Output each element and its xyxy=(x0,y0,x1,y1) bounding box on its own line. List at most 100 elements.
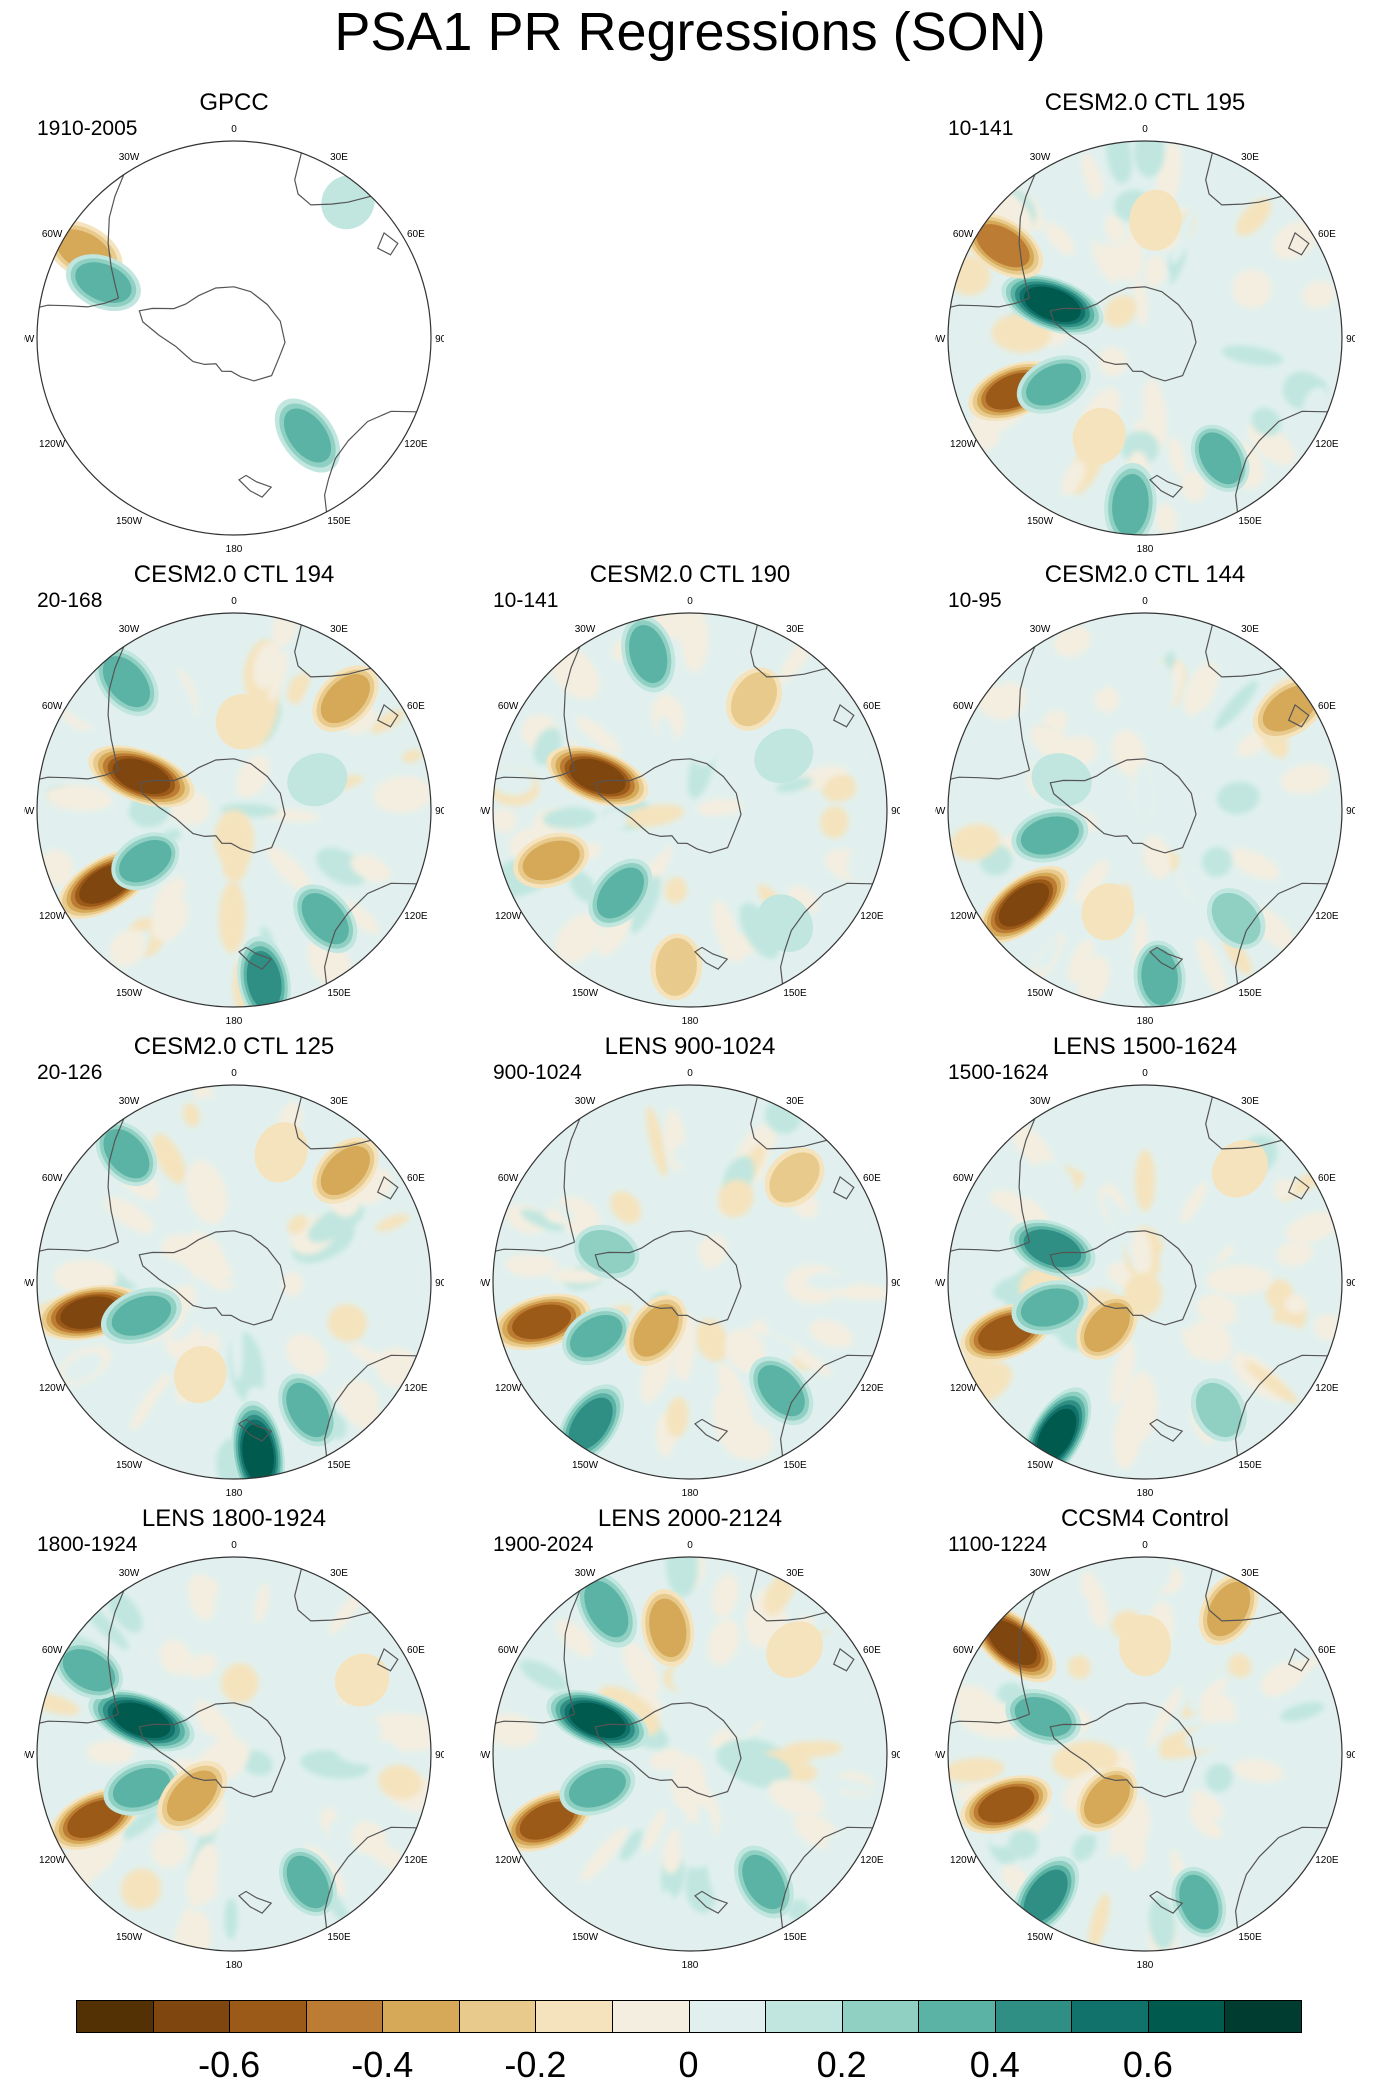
field-patch xyxy=(346,1379,379,1411)
anomaly-contour xyxy=(998,882,1050,927)
longitude-label: 0 xyxy=(1142,1540,1148,1551)
field-patch xyxy=(375,1213,410,1232)
field-patch xyxy=(218,881,246,954)
anomaly-contour xyxy=(629,625,668,683)
field-patch xyxy=(1214,680,1258,730)
longitude-label: 30W xyxy=(119,1568,140,1579)
field-patch xyxy=(350,854,391,882)
field-patch xyxy=(855,1332,878,1350)
longitude-label: 60E xyxy=(407,1645,425,1656)
field-patch xyxy=(543,807,597,829)
field-patch xyxy=(1180,1182,1208,1223)
field-patch xyxy=(965,1197,1018,1226)
field-patch xyxy=(1098,347,1128,377)
south-america-coast xyxy=(950,1713,1030,1724)
longitude-label: 120W xyxy=(39,1383,66,1394)
anomaly-contour xyxy=(62,1649,116,1692)
colorbar: -0.6 -0.4 -0.2 0 0.2 0.4 0.6 xyxy=(76,2000,1302,2084)
anomaly-contour xyxy=(112,758,171,795)
field-patch xyxy=(1124,1371,1158,1442)
field-patch xyxy=(695,1318,730,1362)
africa-outline xyxy=(1205,624,1282,678)
longitude-label: 180 xyxy=(1137,1016,1154,1027)
longitude-label: 90E xyxy=(1346,1750,1355,1761)
longitude-label: 120E xyxy=(404,1383,428,1394)
field-patch xyxy=(1228,1654,1252,1678)
field-patch xyxy=(1244,1361,1299,1404)
longitude-label: 90W xyxy=(480,806,491,817)
longitude-label: 180 xyxy=(682,1488,699,1499)
field-patch xyxy=(669,1247,703,1284)
field-patch xyxy=(1196,1109,1225,1143)
field-patch xyxy=(37,825,95,851)
longitude-label: 90E xyxy=(435,334,444,345)
field-patch xyxy=(831,886,863,913)
field-patch xyxy=(1285,1211,1341,1243)
field-patch xyxy=(1266,1780,1294,1804)
field-patch xyxy=(1076,860,1109,902)
longitude-label: 120W xyxy=(39,1855,66,1866)
anomaly-contour xyxy=(596,867,644,919)
anomaly-contour xyxy=(1020,1288,1079,1327)
longitude-label: 30E xyxy=(330,624,348,635)
africa-outline xyxy=(750,1096,827,1150)
longitude-label: 60W xyxy=(42,701,63,712)
field-patch xyxy=(707,1619,740,1665)
anomaly-contour xyxy=(655,938,697,996)
panel-title: LENS 1500-1624 xyxy=(1052,1033,1238,1060)
longitude-label: 30W xyxy=(119,152,140,163)
new-zealand-outline xyxy=(694,1418,729,1442)
south-america-outline xyxy=(107,174,125,299)
field-patch xyxy=(707,1853,724,1903)
field-patch xyxy=(1232,268,1272,309)
field-patch xyxy=(63,1352,103,1382)
new-zealand-outline xyxy=(1149,474,1184,498)
longitude-label: 0 xyxy=(231,1068,237,1079)
field-patch xyxy=(1155,503,1177,535)
longitude-label: 60E xyxy=(863,1645,881,1656)
australia-outline xyxy=(779,1354,873,1456)
longitude-label: 30W xyxy=(119,624,140,635)
field-patch xyxy=(1201,1294,1237,1327)
field-patch xyxy=(144,1668,190,1712)
map-border xyxy=(36,612,432,1008)
polar-map: 0 30E 60E 90E 120E 150E 180 150W 120W 90W 60W 30W xyxy=(24,1540,444,1971)
longitude-label: 30E xyxy=(786,624,804,635)
madagascar-outline xyxy=(832,1647,855,1672)
south-america-outline xyxy=(563,1590,581,1715)
field-patch xyxy=(580,1826,628,1882)
map-panel: CCSM4 Control 1100-1224 0 30E 60E 90E 120E 150E… xyxy=(935,1504,1355,1974)
field-patch xyxy=(806,1272,852,1291)
longitude-label: 150E xyxy=(783,1460,807,1471)
field-patch xyxy=(267,846,314,895)
longitude-label: 30W xyxy=(575,624,596,635)
anomaly-contour xyxy=(1026,363,1082,406)
anomaly-contour xyxy=(1112,473,1149,535)
south-america-outline xyxy=(107,1118,125,1243)
longitude-label: 120W xyxy=(39,439,66,450)
madagascar-outline xyxy=(832,1175,855,1200)
field-patch xyxy=(1188,1319,1233,1363)
field-patch xyxy=(542,910,580,946)
panel-period: 1500-1624 xyxy=(948,1061,1049,1084)
field-patch xyxy=(378,1764,423,1800)
field-patch xyxy=(1104,214,1125,244)
anomaly-contour xyxy=(1129,189,1182,251)
field-patch xyxy=(730,1752,792,1788)
longitude-label: 60W xyxy=(42,1645,63,1656)
field-patch xyxy=(948,1757,1005,1783)
field-patch xyxy=(809,1319,854,1348)
panel-title: CESM2.0 CTL 195 xyxy=(1044,89,1246,116)
field-patch xyxy=(175,1904,194,1951)
field-patch xyxy=(621,736,661,779)
field-patch xyxy=(1081,1571,1109,1628)
anomaly-contour xyxy=(512,1304,572,1340)
anomaly-contour xyxy=(519,1801,575,1840)
new-zealand-outline xyxy=(238,1890,273,1914)
madagascar-outline xyxy=(1287,1175,1310,1200)
south-america-coast xyxy=(39,769,119,780)
field-patch xyxy=(336,1386,382,1431)
field-patch xyxy=(1044,222,1075,256)
field-patch xyxy=(529,1257,559,1270)
